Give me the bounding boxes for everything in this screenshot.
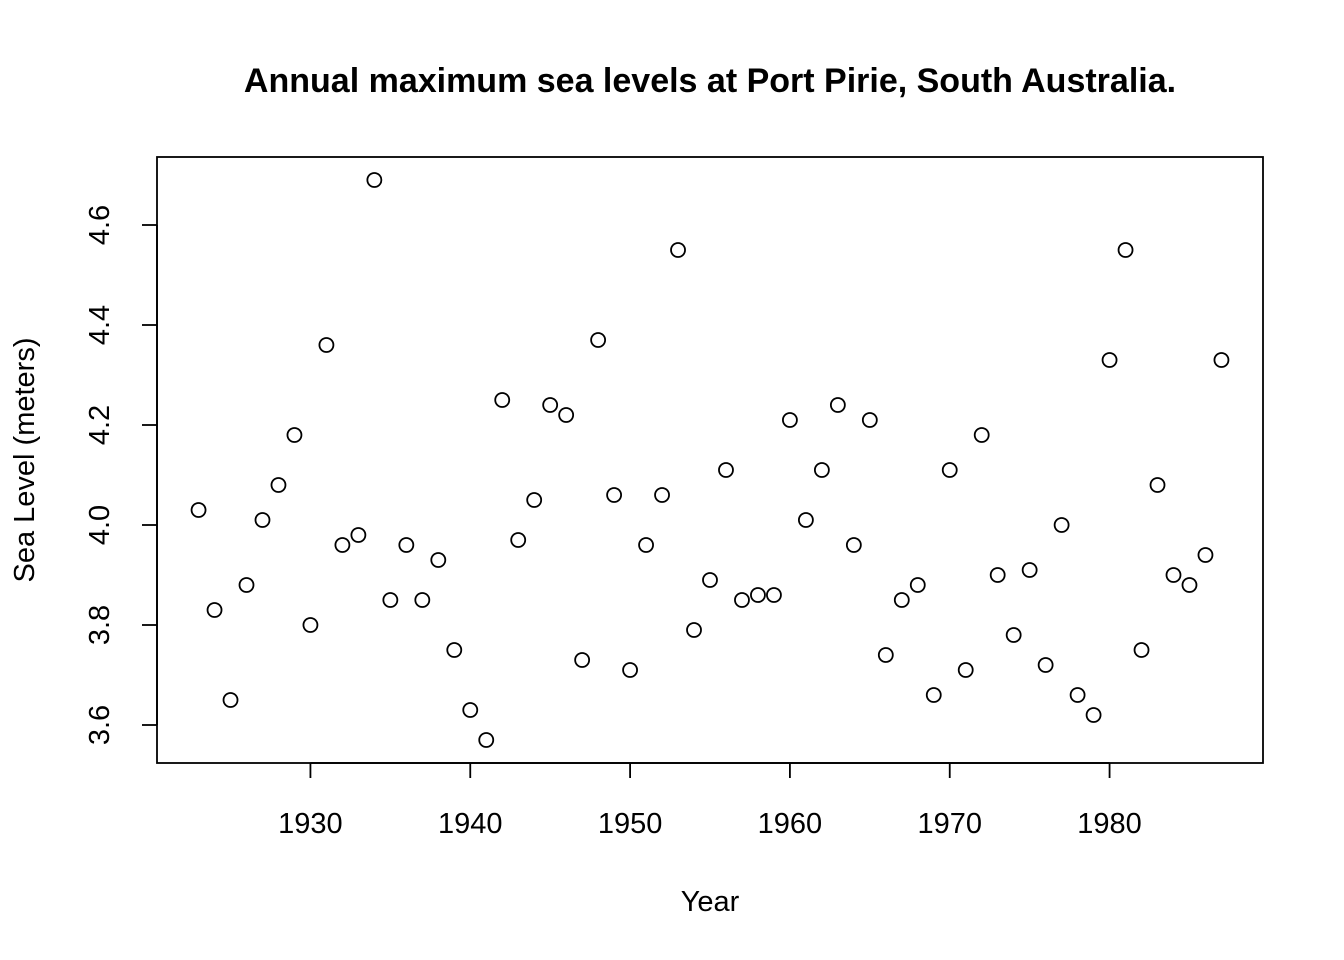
data-point [526,492,543,508]
data-point [1197,547,1214,563]
data-point [750,587,766,603]
data-point [845,537,862,553]
data-point [1069,687,1086,703]
data-point [1085,707,1102,723]
data-point [1037,657,1054,673]
data-point [222,692,239,708]
data-point [606,487,623,503]
y-tick-label: 4.2 [84,405,116,445]
data-point [1053,517,1070,533]
data-point [590,332,607,348]
data-point [957,662,974,678]
x-tick-label: 1930 [278,808,343,840]
data-point [334,537,351,553]
data-point [797,512,814,528]
data-point [893,592,910,608]
data-point [478,732,495,748]
data-point [1149,477,1166,493]
data-point [973,427,990,443]
data-point [446,642,463,658]
x-tick-label: 1960 [758,808,823,840]
data-point [766,587,782,603]
data-point [398,537,415,553]
data-point [734,592,750,608]
data-point [877,647,894,663]
data-point [190,502,207,518]
x-tick-label: 1940 [438,808,503,840]
data-point [1133,642,1150,658]
x-tick-label: 1980 [1077,808,1142,840]
chart-title: Annual maximum sea levels at Port Pirie,… [244,62,1176,100]
data-point [302,617,319,633]
data-point [494,392,511,408]
data-point [366,172,383,188]
data-point [254,512,271,528]
y-tick-label: 4.6 [84,205,116,245]
data-point [414,592,431,608]
data-point [542,397,559,413]
data-point [206,602,223,618]
data-point [318,337,335,353]
data-point [925,687,942,703]
data-point [941,462,958,478]
data-point [238,577,255,593]
data-point [270,477,287,493]
plot-frame [156,156,1264,764]
data-point [702,572,718,588]
y-axis-label: Sea Level (meters) [9,338,41,583]
data-point [1117,242,1134,258]
x-axis-label: Year [681,886,740,918]
x-tick-label: 1970 [917,808,982,840]
data-point [829,397,846,413]
data-point [686,622,702,638]
data-point [1005,627,1022,643]
data-point [286,427,303,443]
data-point [1165,567,1182,583]
data-point [462,702,479,718]
data-point [1213,352,1230,368]
x-axis: 1930 1940 1950 1960 1970 1980 [278,762,1142,840]
data-point [574,652,591,668]
data-points [190,172,1230,748]
data-point [382,592,399,608]
data-point [622,662,638,678]
data-point [638,537,654,553]
data-point [1021,562,1038,578]
data-point [558,407,575,423]
y-tick-label: 4.0 [84,505,116,545]
data-point [989,567,1006,583]
data-point [430,552,447,568]
data-point [1181,577,1198,593]
data-point [654,487,670,503]
data-point [510,532,527,548]
y-tick-label: 4.4 [84,305,116,345]
y-tick-label: 3.8 [84,605,116,645]
data-point [861,412,878,428]
y-tick-label: 3.6 [84,705,116,745]
data-point [350,527,367,543]
data-point [718,462,734,478]
data-point [813,462,830,478]
data-point [1101,352,1118,368]
data-point [782,412,798,428]
data-point [670,242,686,258]
y-axis: 3.6 3.8 4.0 4.2 4.4 4.6 [84,205,158,745]
x-tick-label: 1950 [598,808,663,840]
data-point [909,577,926,593]
